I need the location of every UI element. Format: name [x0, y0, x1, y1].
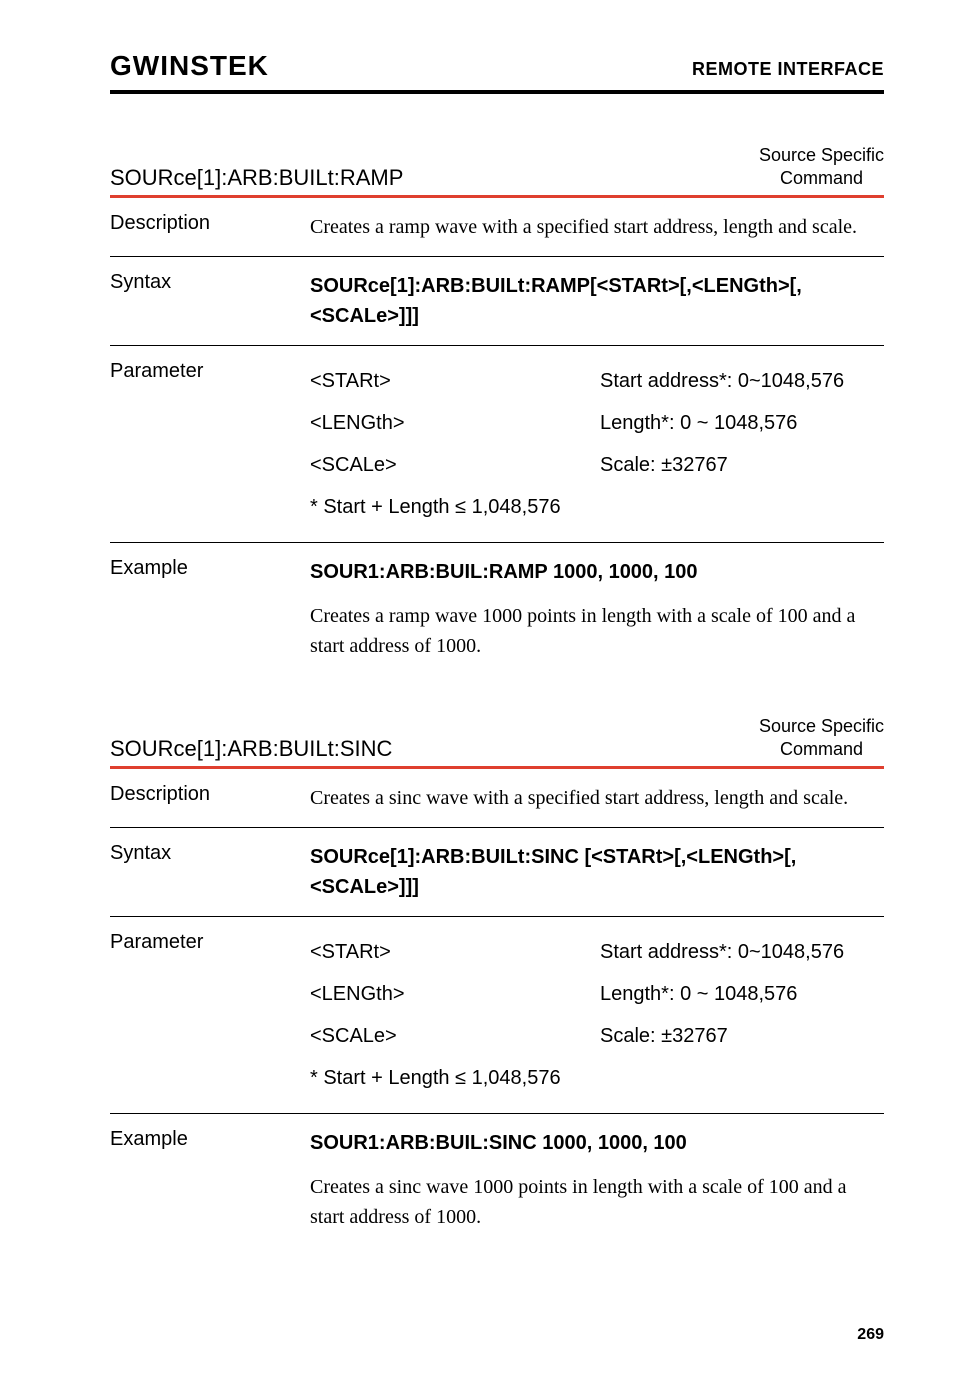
param-note: * Start + Length ≤ 1,048,576	[310, 486, 884, 528]
command-block-sinc: SOURce[1]:ARB:BUILt:SINC Source Specific…	[110, 715, 884, 1246]
param-note: * Start + Length ≤ 1,048,576	[310, 1057, 884, 1099]
command-name: SOURce[1]:ARB:BUILt:RAMP	[110, 165, 403, 191]
description-text: Creates a sinc wave with a specified sta…	[310, 783, 884, 813]
syntax-row: Syntax SOURce[1]:ARB:BUILt:RAMP[<STARt>[…	[110, 257, 884, 346]
description-row: Description Creates a sinc wave with a s…	[110, 769, 884, 828]
param-row: <SCALe> Scale: ±32767	[310, 1015, 884, 1057]
param-value: Length*: 0 ~ 1048,576	[600, 979, 884, 1009]
command-type-line1: Source Specific	[759, 716, 884, 736]
example-row: Example SOUR1:ARB:BUIL:RAMP 1000, 1000, …	[110, 543, 884, 675]
param-value: Scale: ±32767	[600, 450, 884, 480]
command-type-line2: Command	[780, 739, 863, 759]
parameter-row: Parameter <STARt> Start address*: 0~1048…	[110, 346, 884, 543]
example-command: SOUR1:ARB:BUIL:RAMP 1000, 1000, 100	[310, 557, 884, 587]
page-number: 269	[110, 1326, 884, 1344]
param-value: Start address*: 0~1048,576	[600, 366, 884, 396]
example-description: Creates a ramp wave 1000 points in lengt…	[310, 601, 884, 661]
command-type-line1: Source Specific	[759, 145, 884, 165]
command-name: SOURce[1]:ARB:BUILt:SINC	[110, 736, 392, 762]
syntax-row: Syntax SOURce[1]:ARB:BUILt:SINC [<STARt>…	[110, 828, 884, 917]
description-label: Description	[110, 212, 310, 242]
description-text: Creates a ramp wave with a specified sta…	[310, 212, 884, 242]
example-row: Example SOUR1:ARB:BUIL:SINC 1000, 1000, …	[110, 1114, 884, 1246]
param-value: Scale: ±32767	[600, 1021, 884, 1051]
syntax-text: SOURce[1]:ARB:BUILt:RAMP[<STARt>[,<LENGt…	[310, 271, 884, 331]
param-name: <SCALe>	[310, 1021, 600, 1051]
command-header: SOURce[1]:ARB:BUILt:RAMP Source Specific…	[110, 144, 884, 198]
command-type: Source Specific Command	[759, 144, 884, 191]
syntax-label: Syntax	[110, 842, 310, 902]
param-name: <SCALe>	[310, 450, 600, 480]
description-label: Description	[110, 783, 310, 813]
param-row: <SCALe> Scale: ±32767	[310, 444, 884, 486]
param-name: <LENGth>	[310, 408, 600, 438]
example-label: Example	[110, 557, 310, 661]
param-table: <STARt> Start address*: 0~1048,576 <LENG…	[310, 360, 884, 528]
param-name: <STARt>	[310, 937, 600, 967]
parameter-label: Parameter	[110, 931, 310, 1099]
param-row: <LENGth> Length*: 0 ~ 1048,576	[310, 973, 884, 1015]
example-label: Example	[110, 1128, 310, 1232]
command-header: SOURce[1]:ARB:BUILt:SINC Source Specific…	[110, 715, 884, 769]
section-title: REMOTE INTERFACE	[692, 59, 884, 80]
example-command: SOUR1:ARB:BUIL:SINC 1000, 1000, 100	[310, 1128, 884, 1158]
command-block-ramp: SOURce[1]:ARB:BUILt:RAMP Source Specific…	[110, 144, 884, 675]
param-value: Length*: 0 ~ 1048,576	[600, 408, 884, 438]
syntax-text: SOURce[1]:ARB:BUILt:SINC [<STARt>[,<LENG…	[310, 842, 884, 902]
param-value: Start address*: 0~1048,576	[600, 937, 884, 967]
command-type: Source Specific Command	[759, 715, 884, 762]
command-type-line2: Command	[780, 168, 863, 188]
param-row: <STARt> Start address*: 0~1048,576	[310, 360, 884, 402]
param-name: <STARt>	[310, 366, 600, 396]
syntax-label: Syntax	[110, 271, 310, 331]
param-table: <STARt> Start address*: 0~1048,576 <LENG…	[310, 931, 884, 1099]
param-row: <LENGth> Length*: 0 ~ 1048,576	[310, 402, 884, 444]
parameter-row: Parameter <STARt> Start address*: 0~1048…	[110, 917, 884, 1114]
param-row: <STARt> Start address*: 0~1048,576	[310, 931, 884, 973]
parameter-label: Parameter	[110, 360, 310, 528]
description-row: Description Creates a ramp wave with a s…	[110, 198, 884, 257]
param-name: <LENGth>	[310, 979, 600, 1009]
example-description: Creates a sinc wave 1000 points in lengt…	[310, 1172, 884, 1232]
brand-logo: GWINSTEK	[110, 50, 269, 82]
page-header: GWINSTEK REMOTE INTERFACE	[110, 50, 884, 94]
